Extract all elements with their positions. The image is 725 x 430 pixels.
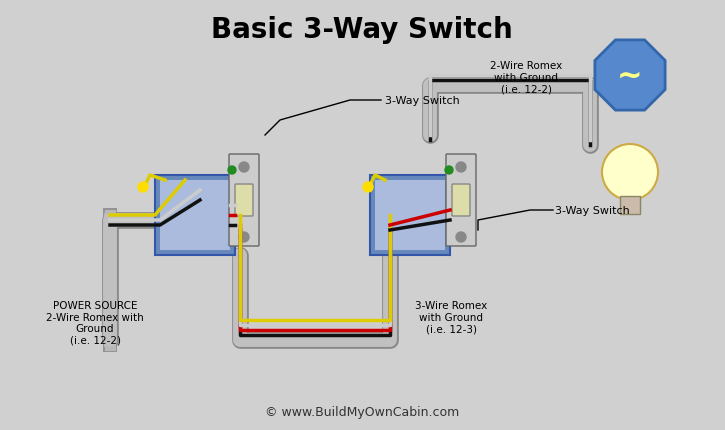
- FancyBboxPatch shape: [235, 184, 253, 216]
- Text: Basic 3-Way Switch: Basic 3-Way Switch: [211, 16, 513, 44]
- Text: 3-Way Switch: 3-Way Switch: [555, 206, 630, 215]
- FancyBboxPatch shape: [452, 184, 470, 216]
- Text: © www.BuildMyOwnCabin.com: © www.BuildMyOwnCabin.com: [265, 405, 459, 418]
- FancyBboxPatch shape: [370, 175, 450, 255]
- FancyBboxPatch shape: [155, 175, 235, 255]
- FancyBboxPatch shape: [375, 181, 445, 250]
- FancyBboxPatch shape: [446, 155, 476, 246]
- Text: 2-Wire Romex
with Ground
(i.e. 12-2): 2-Wire Romex with Ground (i.e. 12-2): [490, 61, 563, 94]
- Circle shape: [239, 163, 249, 172]
- Text: POWER SOURCE
2-Wire Romex with
Ground
(i.e. 12-2): POWER SOURCE 2-Wire Romex with Ground (i…: [46, 300, 144, 345]
- Circle shape: [602, 144, 658, 200]
- Circle shape: [445, 166, 453, 175]
- Circle shape: [456, 163, 466, 172]
- Polygon shape: [595, 41, 665, 111]
- Circle shape: [138, 183, 148, 193]
- Circle shape: [456, 233, 466, 243]
- Circle shape: [239, 233, 249, 243]
- Circle shape: [228, 166, 236, 175]
- Text: 3-Way Switch: 3-Way Switch: [385, 96, 460, 106]
- Text: ~: ~: [617, 61, 643, 90]
- FancyBboxPatch shape: [160, 181, 230, 250]
- FancyBboxPatch shape: [620, 197, 640, 215]
- Circle shape: [363, 183, 373, 193]
- Text: 3-Wire Romex
with Ground
(i.e. 12-3): 3-Wire Romex with Ground (i.e. 12-3): [415, 300, 487, 333]
- FancyBboxPatch shape: [229, 155, 259, 246]
